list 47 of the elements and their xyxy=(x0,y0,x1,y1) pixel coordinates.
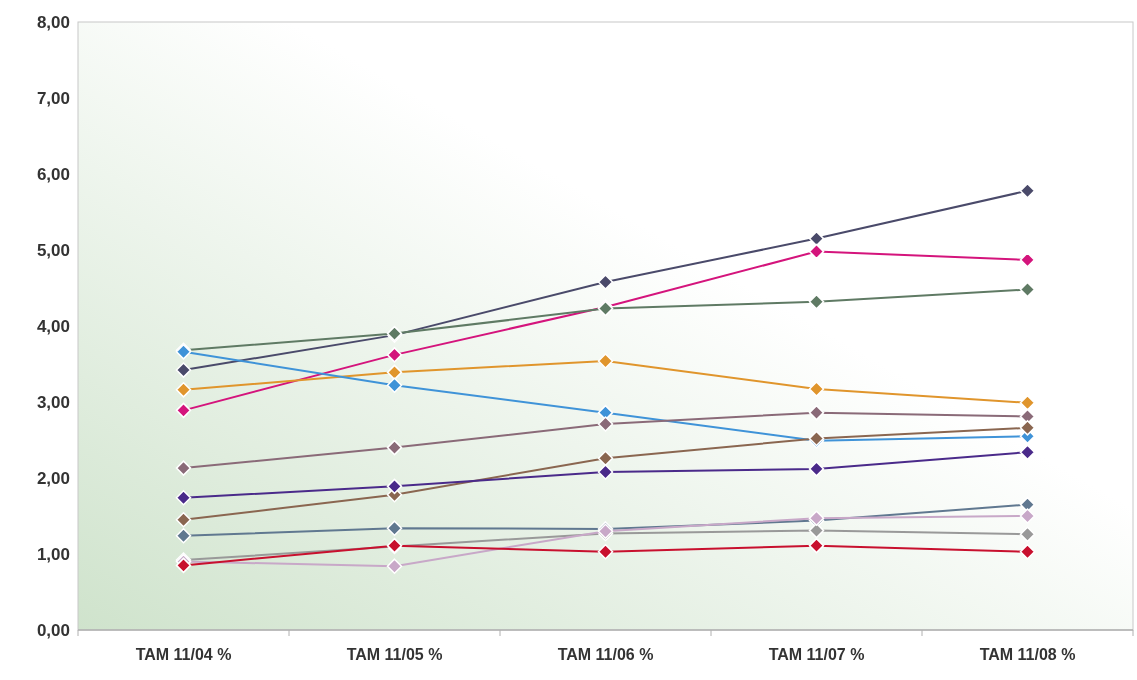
point xyxy=(175,382,192,398)
point xyxy=(1019,543,1036,560)
point xyxy=(386,347,403,363)
x-tick-label: TAM 11/06 % xyxy=(557,646,654,663)
y-tick-label: 4,00 xyxy=(36,316,70,336)
point xyxy=(1019,281,1036,298)
point xyxy=(808,404,825,421)
x-tick-label: TAM 11/08 % xyxy=(979,646,1076,663)
point xyxy=(386,520,403,536)
point xyxy=(597,450,614,466)
point xyxy=(386,364,403,381)
point xyxy=(175,460,192,476)
point xyxy=(1019,508,1036,524)
point xyxy=(175,512,192,528)
y-tick-label: 2,00 xyxy=(36,468,70,488)
point xyxy=(175,490,192,506)
point xyxy=(386,439,403,456)
point xyxy=(386,377,403,394)
x-tick-label: TAM 11/04 % xyxy=(135,646,232,663)
y-tick-label: 6,00 xyxy=(36,164,70,184)
point xyxy=(175,557,192,574)
point xyxy=(386,478,403,495)
point xyxy=(597,274,614,290)
point xyxy=(386,558,403,574)
point xyxy=(175,528,192,544)
point xyxy=(597,543,614,560)
point xyxy=(1019,420,1036,436)
y-tick-label: 8,00 xyxy=(36,12,70,32)
y-tick-label: 5,00 xyxy=(36,240,70,260)
y-tick-label: 3,00 xyxy=(36,392,70,412)
point xyxy=(1019,444,1036,460)
point xyxy=(1019,395,1036,411)
point xyxy=(808,522,825,539)
point xyxy=(808,461,825,477)
point xyxy=(175,362,192,378)
x-tick-label: TAM 11/05 % xyxy=(346,646,443,663)
point xyxy=(175,402,192,419)
point xyxy=(1019,526,1036,542)
point xyxy=(808,381,825,397)
y-tick-label: 7,00 xyxy=(36,88,70,108)
x-tick-label: TAM 11/07 % xyxy=(768,646,865,663)
point xyxy=(597,416,614,432)
point xyxy=(597,353,614,369)
y-tick-label: 1,00 xyxy=(36,544,70,564)
point xyxy=(808,537,825,554)
y-tick-label: 0,00 xyxy=(36,620,70,640)
point xyxy=(597,464,614,480)
